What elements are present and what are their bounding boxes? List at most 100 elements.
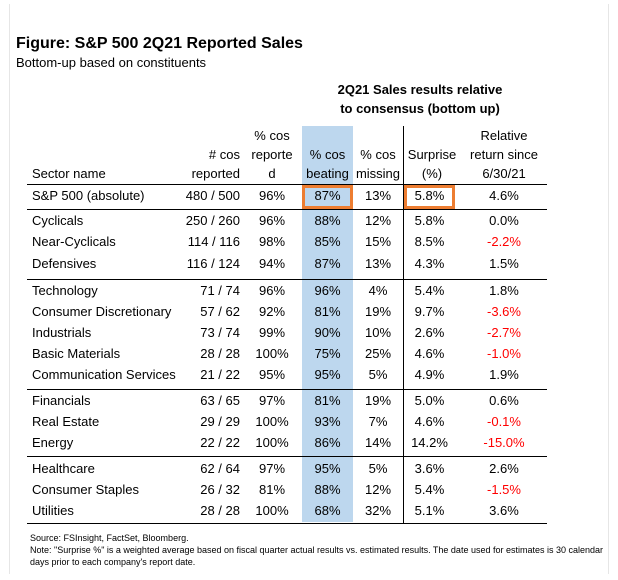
missing-cell: 10% [364,325,392,340]
pct-reported-cell: 99% [258,325,286,340]
surprise-cell: 5.8% [414,213,445,228]
pct-reported-cell: 96% [258,213,286,228]
pct-reported-cell: 97% [258,393,286,408]
pct-reported-cell: 95% [258,367,286,382]
relative-return-cell: -1.0% [487,346,521,361]
source-note: Source: FSInsight, FactSet, Bloomberg. [30,533,189,543]
relative-return-cell: 1.5% [489,256,519,271]
reported-cell: 28 / 28 [200,346,240,361]
beating-cell: 93% [314,414,341,429]
sector-cell: Consumer Staples [32,482,139,497]
column-header-pct-reported-line-3: d [268,166,276,181]
reported-cell: 71 / 74 [200,283,240,298]
surprise-cell: 4.3% [414,256,445,271]
missing-cell: 14% [364,435,392,450]
column-header-relative-line-3: 6/30/21 [482,166,526,181]
column-header-pct-reported-line-2: reporte [251,147,293,162]
surprise-cell: 5.4% [414,482,445,497]
sector-cell: Near-Cyclicals [32,234,116,249]
beating-cell: 88% [314,213,341,228]
beating-cell: 95% [314,461,341,476]
sector-cell: Real Estate [32,414,100,429]
sector-cell: Utilities [32,503,74,518]
pct-reported-cell: 100% [255,435,289,450]
pct-reported-cell: 100% [255,503,289,518]
pct-reported-cell: 98% [258,234,286,249]
sector-cell: Communication Services [32,367,176,382]
column-header-relative: Relative return since 6/30/21 [462,126,546,183]
beating-cell: 75% [314,346,341,361]
figure-frame [9,4,609,574]
beating-cell: 81% [314,304,341,319]
reported-cell: 29 / 29 [200,414,240,429]
relative-return-cell: 4.6% [489,188,519,203]
missing-cell: 25% [364,346,392,361]
surprise-cell: 5.0% [414,393,445,408]
surprise-cell: 5.8% [414,188,445,203]
column-header-beating: % cos beating [302,145,353,183]
relative-return-cell: -2.7% [487,325,521,340]
pct-reported-cell: 94% [258,256,286,271]
column-header-surprise: Surprise (%) [404,145,460,183]
relative-return-cell: -15.0% [483,435,525,450]
pct-reported-cell: 81% [258,482,286,497]
surprise-cell: 8.5% [414,234,445,249]
beating-cell: 81% [314,393,341,408]
missing-cell: 32% [364,503,392,518]
relative-return-cell: 1.9% [489,367,519,382]
reported-cell: 250 / 260 [185,213,240,228]
relative-return-cell: -2.2% [487,234,521,249]
sector-cell: Financials [32,393,91,408]
beating-cell: 87% [314,256,341,271]
surprise-cell: 5.1% [414,503,445,518]
figure-subtitle: Bottom-up based on constituents [16,55,207,70]
column-header-beating-line-1: % cos [309,147,346,162]
group-header-line-2: to consensus (bottom up) [340,101,500,116]
sector-cell: Healthcare [32,461,95,476]
column-header-relative-line-2: return since [470,147,538,162]
relative-return-cell: -1.5% [487,482,521,497]
group-rule-3 [27,389,547,390]
surprise-cell: 4.9% [414,367,445,382]
relative-return-cell: 3.6% [489,503,519,518]
sector-cell: Basic Materials [32,346,121,361]
sector-cell: Energy [32,435,74,450]
group-rule-1 [27,209,547,210]
column-header-pct-reported: % cos reporte d [248,126,296,183]
figure-title: Figure: S&P 500 2Q21 Reported Sales [16,35,303,52]
beating-callout-box [302,185,353,209]
column-header-beating-line-2: beating [306,166,349,181]
group-rule-2 [27,279,547,280]
missing-cell: 12% [364,213,392,228]
reported-cell: 28 / 28 [200,503,240,518]
surprise-cell: 2.6% [414,325,445,340]
sector-cell: Cyclicals [32,213,84,228]
missing-cell: 4% [368,283,388,298]
footnote-line-1: Note: "Surprise %" is a weighted average… [30,545,604,555]
sector-cell: Defensives [32,256,97,271]
reported-cell: 26 / 32 [200,482,240,497]
beating-cell: 86% [314,435,341,450]
reported-cell: 73 / 74 [200,325,240,340]
missing-cell: 5% [368,461,388,476]
pct-reported-cell: 97% [258,461,286,476]
missing-cell: 12% [364,482,392,497]
group-header: 2Q21 Sales results relative to consensus… [325,80,515,118]
missing-cell: 7% [368,414,388,429]
column-header-sector: Sector name [32,166,106,181]
group-header-line-1: 2Q21 Sales results relative [337,82,503,97]
relative-return-cell: -0.1% [487,414,521,429]
relative-return-cell: 0.6% [489,393,519,408]
reported-cell: 62 / 64 [200,461,240,476]
pct-reported-cell: 100% [255,414,289,429]
sector-cell: Technology [32,283,98,298]
pct-reported-cell: 92% [258,304,286,319]
column-header-reported-line-1: # cos [208,147,240,162]
reported-cell: 114 / 116 [187,234,240,249]
sector-cell: S&P 500 (absolute) [32,188,145,203]
reported-cell: 480 / 500 [185,188,240,203]
beating-cell: 95% [314,367,341,382]
beating-cell: 88% [314,482,341,497]
column-header-surprise-line-1: Surprise [407,147,457,162]
beating-cell: 96% [314,283,341,298]
